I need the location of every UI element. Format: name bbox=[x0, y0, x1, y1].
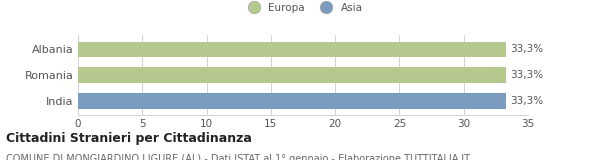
Text: COMUNE DI MONGIARDINO LIGURE (AL) - Dati ISTAT al 1° gennaio - Elaborazione TUTT: COMUNE DI MONGIARDINO LIGURE (AL) - Dati… bbox=[6, 154, 470, 160]
Bar bbox=[78, 42, 506, 57]
Text: Cittadini Stranieri per Cittadinanza: Cittadini Stranieri per Cittadinanza bbox=[6, 132, 252, 145]
Text: 33,3%: 33,3% bbox=[510, 70, 543, 80]
Bar bbox=[78, 68, 506, 83]
Legend: Europa, Asia: Europa, Asia bbox=[239, 0, 367, 17]
Bar bbox=[78, 93, 506, 109]
Text: 33,3%: 33,3% bbox=[510, 44, 543, 54]
Text: 33,3%: 33,3% bbox=[510, 96, 543, 106]
